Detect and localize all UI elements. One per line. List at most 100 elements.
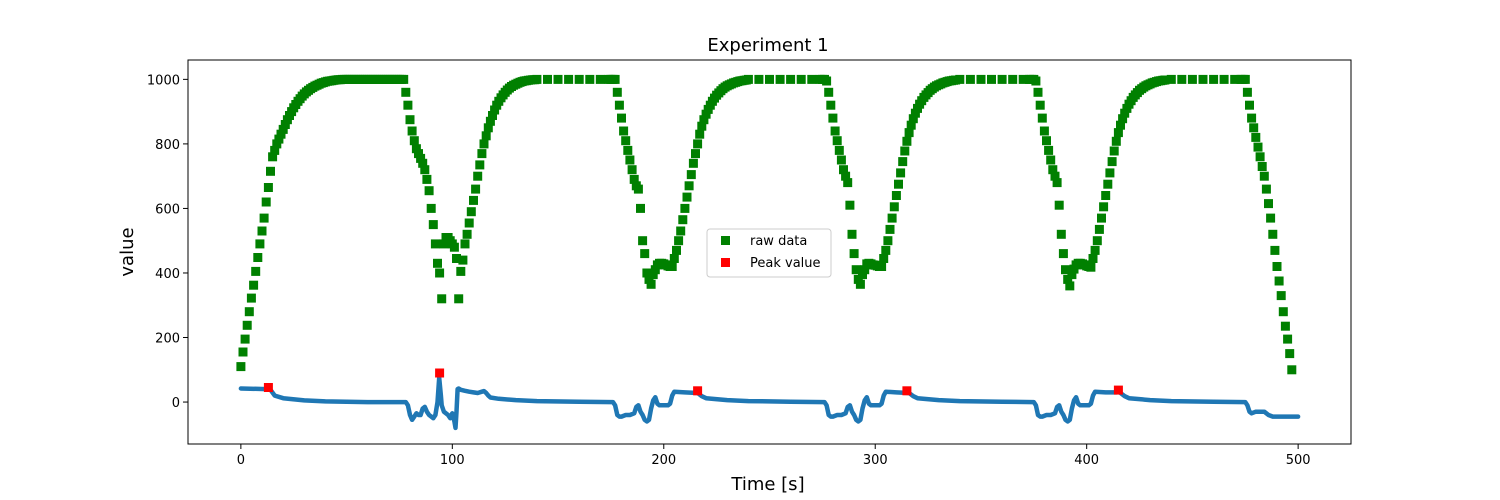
legend-marker-peak-value: [721, 258, 730, 267]
data-point: [851, 265, 861, 275]
data-point: [688, 158, 698, 168]
data-point: [1257, 162, 1267, 171]
data-point: [1251, 132, 1261, 142]
peak-point: [263, 383, 273, 392]
data-point: [839, 165, 848, 175]
data-point: [1061, 265, 1070, 275]
data-point: [836, 155, 846, 165]
data-point: [1198, 74, 1208, 84]
data-point: [1160, 75, 1170, 85]
data-point: [824, 87, 834, 97]
data-point: [678, 215, 688, 225]
data-point: [1113, 128, 1123, 138]
data-point: [1050, 171, 1060, 181]
data-point: [452, 254, 461, 263]
data-point: [422, 174, 432, 184]
data-point: [564, 74, 574, 84]
data-point: [236, 362, 246, 372]
data-point: [879, 254, 889, 263]
data-point: [464, 218, 474, 228]
data-point: [676, 226, 686, 236]
data-point: [640, 249, 650, 259]
legend-marker-raw-data: [721, 236, 730, 245]
data-point: [858, 270, 867, 280]
data-point: [1272, 262, 1282, 271]
data-point: [1046, 155, 1056, 165]
data-point: [853, 274, 863, 284]
data-point: [633, 184, 643, 194]
x-axis: 0 100 200 300 400 500: [237, 444, 1311, 468]
data-point: [475, 160, 485, 170]
data-point: [1270, 245, 1280, 255]
data-point: [543, 74, 552, 84]
x-tick-label: 100: [440, 453, 465, 468]
data-point: [1099, 202, 1109, 212]
data-point: [614, 100, 624, 110]
derivative-line: [238, 375, 1301, 431]
data-point: [650, 265, 660, 275]
plot-frame: [187, 59, 1352, 445]
y-tick-label: 200: [155, 332, 180, 347]
data-point: [997, 74, 1007, 84]
y-axis: 0 200 400 600 800 1000: [147, 73, 188, 411]
data-point: [786, 74, 796, 84]
data-point: [674, 236, 684, 246]
data-point: [636, 203, 645, 213]
data-point: [259, 213, 269, 223]
data-point: [460, 239, 470, 249]
data-point: [1187, 74, 1197, 84]
data-point: [481, 131, 491, 141]
data-point: [477, 149, 487, 159]
data-point: [261, 197, 271, 207]
data-point: [1247, 113, 1257, 123]
y-tick-label: 600: [155, 202, 180, 217]
data-point: [420, 165, 430, 175]
peak-point: [1113, 385, 1123, 395]
data-point: [255, 239, 265, 249]
x-tick-label: 400: [1074, 453, 1099, 468]
data-point: [1116, 120, 1125, 130]
data-point: [469, 195, 478, 205]
data-point: [574, 74, 584, 84]
data-point: [1264, 199, 1273, 209]
data-point: [490, 105, 500, 115]
data-point: [1109, 146, 1119, 156]
data-point: [1253, 142, 1263, 152]
data-point: [488, 111, 497, 120]
legend: raw data Peak value: [706, 228, 832, 278]
data-point: [699, 115, 709, 125]
data-point: [437, 294, 447, 304]
chart-title: Experiment 1: [707, 35, 828, 56]
data-point: [479, 139, 489, 149]
data-point: [1008, 74, 1018, 84]
data-point: [826, 100, 836, 110]
y-tick-label: 1000: [147, 73, 180, 88]
data-point: [253, 253, 263, 262]
data-point: [244, 307, 254, 317]
data-point: [1058, 249, 1068, 259]
data-point: [667, 262, 677, 271]
data-point: [775, 74, 785, 84]
data-point: [242, 320, 252, 330]
data-point: [266, 166, 275, 176]
data-point: [896, 168, 906, 178]
data-point: [1242, 87, 1252, 97]
data-point: [684, 181, 694, 191]
y-axis-label: value: [117, 227, 138, 276]
data-point: [695, 129, 705, 139]
data-point: [585, 74, 595, 84]
data-point: [1065, 281, 1075, 291]
data-point: [473, 171, 483, 181]
data-point: [1094, 224, 1104, 234]
plot-area: [236, 74, 1301, 431]
data-point: [680, 203, 690, 213]
data-point: [898, 157, 908, 167]
data-point: [268, 152, 278, 162]
data-point: [843, 178, 853, 188]
data-point: [642, 268, 652, 278]
data-point: [449, 242, 459, 252]
data-point: [1280, 321, 1290, 331]
data-point: [240, 334, 250, 344]
data-point: [276, 129, 286, 139]
data-point: [904, 128, 914, 138]
